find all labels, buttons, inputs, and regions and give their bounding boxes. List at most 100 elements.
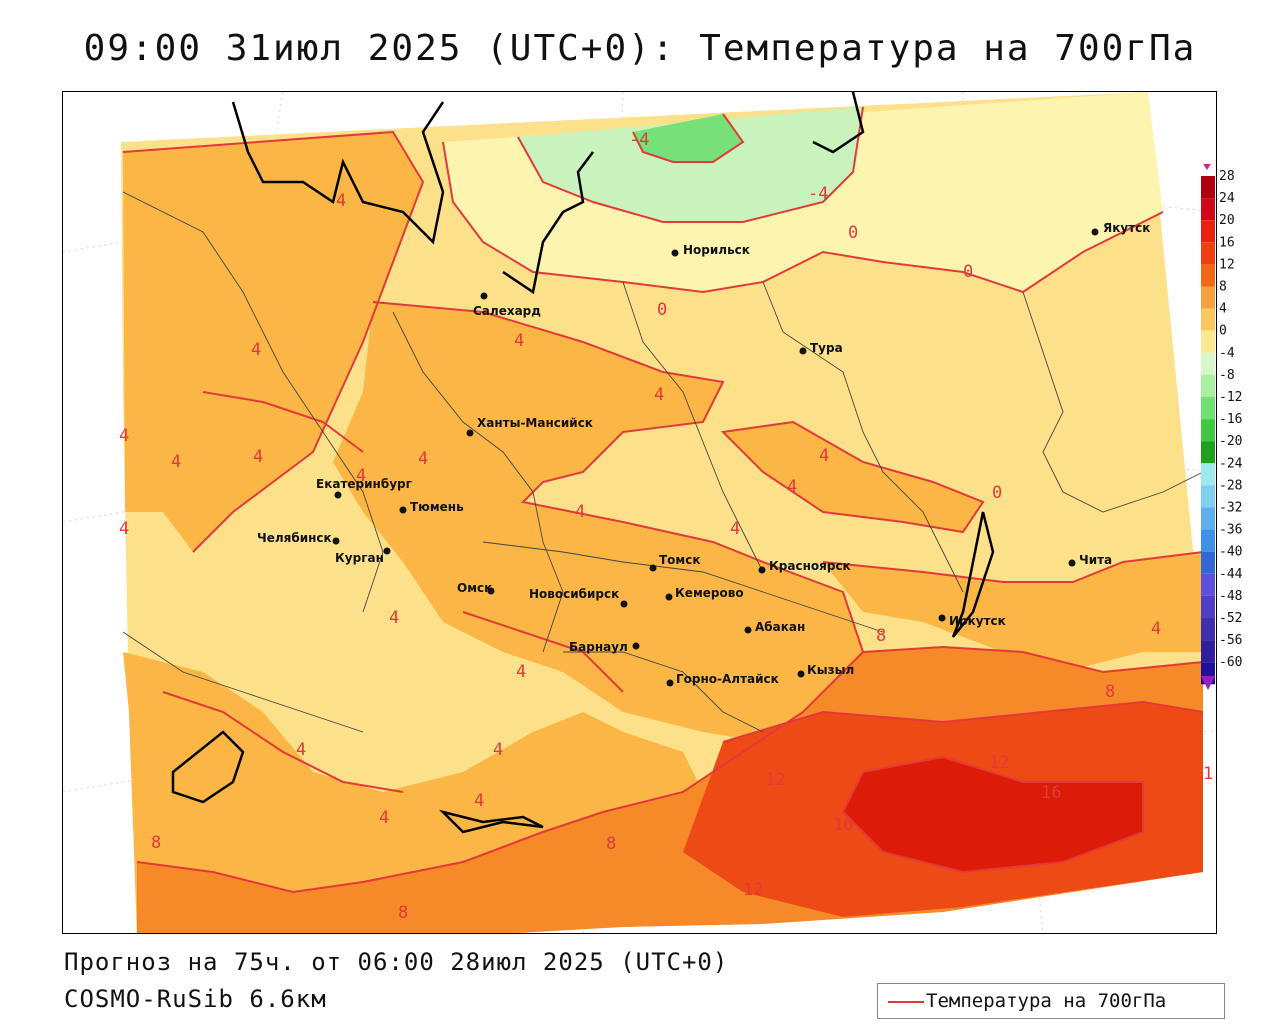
contour-label: 8 bbox=[1105, 682, 1115, 702]
city-kemerovo: Кемерово bbox=[665, 586, 744, 601]
colorbar-tick-label: 24 bbox=[1219, 191, 1235, 206]
contour-label: 12 bbox=[765, 770, 785, 790]
band-4-8-south-west bbox=[123, 652, 703, 933]
band-m8-m4 bbox=[518, 107, 863, 222]
temperature-field bbox=[121, 92, 1203, 933]
colorbar-cell bbox=[1201, 176, 1215, 199]
colorbar-tick-label: -24 bbox=[1219, 456, 1243, 471]
colorbar-cell bbox=[1201, 308, 1215, 331]
contour-label: 4 bbox=[296, 740, 306, 760]
svg-text:Челябинск: Челябинск bbox=[257, 531, 332, 545]
svg-text:Норильск: Норильск bbox=[683, 243, 750, 257]
contour-label: 12 bbox=[989, 753, 1009, 773]
temperature-colorbar: 28 24 20 16 12 8 4 0 -4 -8 -12 -16 -20 -24 -28 -32 -36 -4… bbox=[1201, 164, 1243, 690]
colorbar-cell bbox=[1201, 220, 1215, 243]
colorbar-tick-label: -36 bbox=[1219, 523, 1242, 538]
colorbar-tick-label: -32 bbox=[1219, 501, 1242, 516]
map-legend: Температура на 700гПа bbox=[877, 983, 1225, 1019]
colorbar-cell bbox=[1201, 330, 1215, 353]
cities: Якутск Норильск Салехард Тура Ханты-Манс… bbox=[257, 221, 1150, 687]
colorbar-cells bbox=[1201, 176, 1215, 685]
svg-text:Омск: Омск bbox=[457, 581, 492, 595]
contour-value-labels: -4 -4 4 0 0 0 4 4 4 4 4 4 4 4 4 4 4 4 4 … bbox=[119, 130, 1213, 923]
city-norilsk: Норильск bbox=[671, 243, 750, 257]
svg-text:Якутск: Якутск bbox=[1103, 221, 1150, 235]
city-salekhard: Салехард bbox=[473, 292, 541, 318]
colorbar-tick-label: 12 bbox=[1219, 257, 1235, 272]
colorbar-cell bbox=[1201, 352, 1215, 375]
svg-text:Тюмень: Тюмень bbox=[410, 500, 464, 514]
contour-label: 8 bbox=[398, 903, 408, 923]
city-tura: Тура bbox=[799, 341, 843, 355]
admin-borders bbox=[122, 191, 1204, 733]
colorbar-tick-label: -4 bbox=[1219, 346, 1235, 361]
contour-label: -4 bbox=[629, 130, 649, 150]
colorbar-cell bbox=[1201, 286, 1215, 309]
colorbar-cell bbox=[1201, 618, 1215, 641]
colorbar-tick-label: -20 bbox=[1219, 434, 1242, 449]
contour-label: 4 bbox=[1151, 619, 1161, 639]
colorbar-tick-label: 0 bbox=[1219, 324, 1227, 339]
contour-label: 4 bbox=[575, 502, 585, 522]
contour-label: 8 bbox=[606, 834, 616, 854]
colorbar-tick-label: -8 bbox=[1219, 368, 1235, 383]
colorbar-cell bbox=[1201, 264, 1215, 287]
svg-text:Новосибирск: Новосибирск bbox=[529, 587, 619, 601]
contour-label: 4 bbox=[251, 340, 261, 360]
contour-label: 4 bbox=[336, 191, 346, 211]
svg-text:Чита: Чита bbox=[1079, 553, 1112, 567]
city-yekaterinburg: Екатеринбург bbox=[316, 477, 412, 499]
contour-lines bbox=[122, 106, 1204, 894]
colorbar-tick-label: 8 bbox=[1219, 280, 1227, 295]
contour-label: 4 bbox=[119, 519, 129, 539]
band-m12-m8 bbox=[633, 114, 743, 162]
contour-label: 4 bbox=[730, 519, 740, 539]
contour-label: 8 bbox=[876, 626, 886, 646]
colorbar-cell bbox=[1201, 551, 1215, 574]
legend-label: Температура на 700гПа bbox=[926, 990, 1167, 1012]
contour-label: 4 bbox=[253, 447, 263, 467]
contour-label: 4 bbox=[474, 791, 484, 811]
colorbar-cell bbox=[1201, 242, 1215, 265]
city-kyzyl: Кызыл bbox=[797, 663, 854, 678]
svg-text:Тура: Тура bbox=[810, 341, 843, 355]
band-16-20 bbox=[843, 757, 1143, 872]
svg-text:Кемерово: Кемерово bbox=[675, 586, 744, 600]
city-chita: Чита bbox=[1068, 553, 1112, 567]
coastlines bbox=[171, 92, 995, 834]
colorbar-tick-label: -40 bbox=[1219, 545, 1242, 560]
city-yakutsk: Якутск bbox=[1091, 221, 1150, 236]
city-omsk: Омск bbox=[457, 581, 495, 595]
colorbar-cell bbox=[1201, 573, 1215, 596]
colorbar-tick-label: -28 bbox=[1219, 478, 1242, 493]
colorbar-cell bbox=[1201, 419, 1215, 442]
city-barnaul: Барнаул bbox=[569, 640, 640, 654]
city-gorno-altaysk: Горно-Алтайск bbox=[666, 672, 779, 687]
colorbar-cell bbox=[1201, 374, 1215, 397]
map-title: 09:00 31июл 2025 (UTC+0): Температура на… bbox=[83, 28, 1197, 69]
forecast-info: Прогноз на 75ч. от 06:00 28июл 2025 (UTC… bbox=[64, 948, 729, 976]
temperature-map: Якутск Норильск Салехард Тура Ханты-Манс… bbox=[63, 92, 1216, 933]
map-panel: Якутск Норильск Салехард Тура Ханты-Манс… bbox=[62, 91, 1217, 934]
contour-label: 4 bbox=[379, 808, 389, 828]
svg-text:Иркутск: Иркутск bbox=[949, 614, 1006, 628]
colorbar-cell bbox=[1201, 485, 1215, 508]
city-khanty-mansiysk: Ханты-Мансийск bbox=[466, 416, 593, 437]
contour-label: 16 bbox=[1041, 783, 1061, 803]
colorbar-cell bbox=[1201, 441, 1215, 464]
band-4-8-west bbox=[123, 132, 423, 552]
contour-label: 0 bbox=[657, 300, 667, 320]
svg-text:Томск: Томск bbox=[659, 553, 701, 567]
contour-label: 16 bbox=[833, 815, 853, 835]
colorbar-cell bbox=[1201, 397, 1215, 420]
colorbar-tick-label: 20 bbox=[1219, 213, 1235, 228]
city-irkutsk: Иркутск bbox=[938, 614, 1006, 628]
contour-label: 1 bbox=[1203, 764, 1213, 784]
contour-label: 0 bbox=[992, 483, 1002, 503]
svg-text:Екатеринбург: Екатеринбург bbox=[316, 477, 412, 491]
svg-text:Барнаул: Барнаул bbox=[569, 640, 628, 654]
colorbar-cell bbox=[1201, 198, 1215, 221]
contour-label: 4 bbox=[171, 452, 181, 472]
colorbar-top-arrow bbox=[1203, 164, 1211, 170]
colorbar-cell bbox=[1201, 640, 1215, 663]
